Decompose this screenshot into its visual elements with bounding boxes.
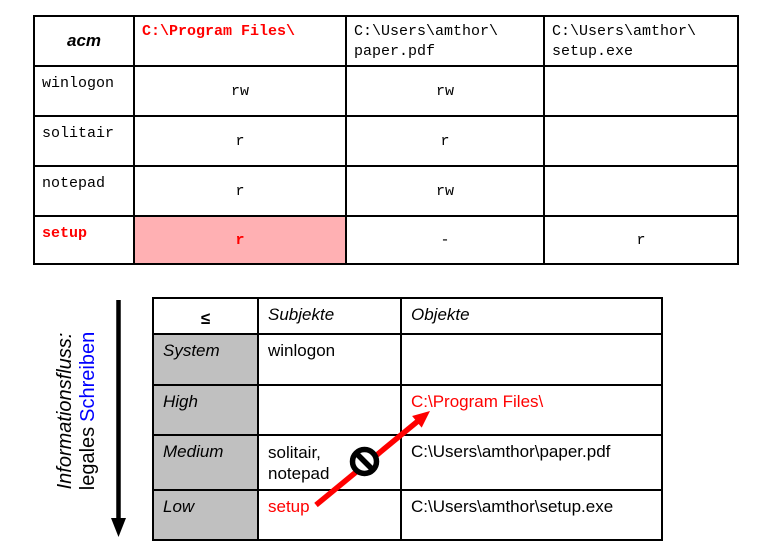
schreiben-text: Schreiben [77,331,99,422]
subjekte-header: Subjekte [257,297,402,335]
acm-subject-setup: setup [33,215,135,265]
level-cell-system: System [152,333,259,386]
acm-cell: rw [133,65,347,117]
flow-row-medium: Medium solitair, notepad C:\Users\amthor… [152,434,663,491]
acm-cell: rw [345,165,545,217]
objects-cell: C:\Users\amthor\paper.pdf [400,434,663,491]
acm-row-setup: setup r - r [33,215,739,265]
acm-label: acm [33,15,135,67]
level-cell-low: Low [152,489,259,541]
acm-subject-solitair: solitair [33,115,135,167]
subjects-cell: winlogon [257,333,402,386]
acm-col-setup-exe: C:\Users\amthor\ setup.exe [543,15,739,67]
objects-cell [400,333,663,386]
flow-direction-down-arrow-icon [111,300,126,537]
acm-table: acm C:\Program Files\ C:\Users\amthor\ p… [33,15,739,265]
acm-subject-notepad: notepad [33,165,135,217]
acm-cell: r [543,215,739,265]
acm-row-winlogon: winlogon rw rw [33,65,739,117]
acm-col-program-files: C:\Program Files\ [133,15,347,67]
flow-row-system: System winlogon [152,333,663,386]
acm-col-header-line: setup.exe [552,43,634,60]
flow-header-row: ≤ Subjekte Objekte [152,297,663,335]
subjects-cell [257,384,402,436]
flow-row-low: Low setup C:\Users\amthor\setup.exe [152,489,663,541]
informationsfluss-label-line1: Informationsfluss: [54,332,76,490]
informationsfluss-label: Informationsfluss: legales Schreiben [54,306,100,516]
acm-cell: r [133,165,347,217]
acm-cell: rw [345,65,545,117]
acm-row-solitair: solitair r r [33,115,739,167]
acm-cell [543,65,739,117]
subjects-cell: solitair, notepad [257,434,402,491]
acm-subject-winlogon: winlogon [33,65,135,117]
objekte-header: Objekte [400,297,663,335]
level-cell-medium: Medium [152,434,259,491]
acm-cell: r [133,115,347,167]
objects-cell: C:\Users\amthor\setup.exe [400,489,663,541]
legales-text: legales [77,426,99,491]
acm-cell: r [345,115,545,167]
acm-col-paper-pdf: C:\Users\amthor\ paper.pdf [345,15,545,67]
leq-symbol: ≤ [152,297,259,335]
acm-col-header-line: paper.pdf [354,43,436,60]
objects-cell-program-files: C:\Program Files\ [400,384,663,436]
acm-cell [543,165,739,217]
acm-cell: - [345,215,545,265]
acm-col-header-line: C:\Users\amthor\ [552,23,697,40]
acm-cell [543,115,739,167]
flow-lattice-table: ≤ Subjekte Objekte System winlogon High … [152,297,663,541]
acm-row-notepad: notepad r rw [33,165,739,217]
acm-col-header-line: C:\Users\amthor\ [354,23,499,40]
flow-row-high: High C:\Program Files\ [152,384,663,436]
informationsfluss-label-line2: legales Schreiben [77,306,100,516]
acm-header-row: acm C:\Program Files\ C:\Users\amthor\ p… [33,15,739,67]
level-cell-high: High [152,384,259,436]
acm-col-header-line: C:\Program Files\ [142,23,296,40]
subjects-cell-setup: setup [257,489,402,541]
acm-cell-highlighted: r [133,215,347,265]
